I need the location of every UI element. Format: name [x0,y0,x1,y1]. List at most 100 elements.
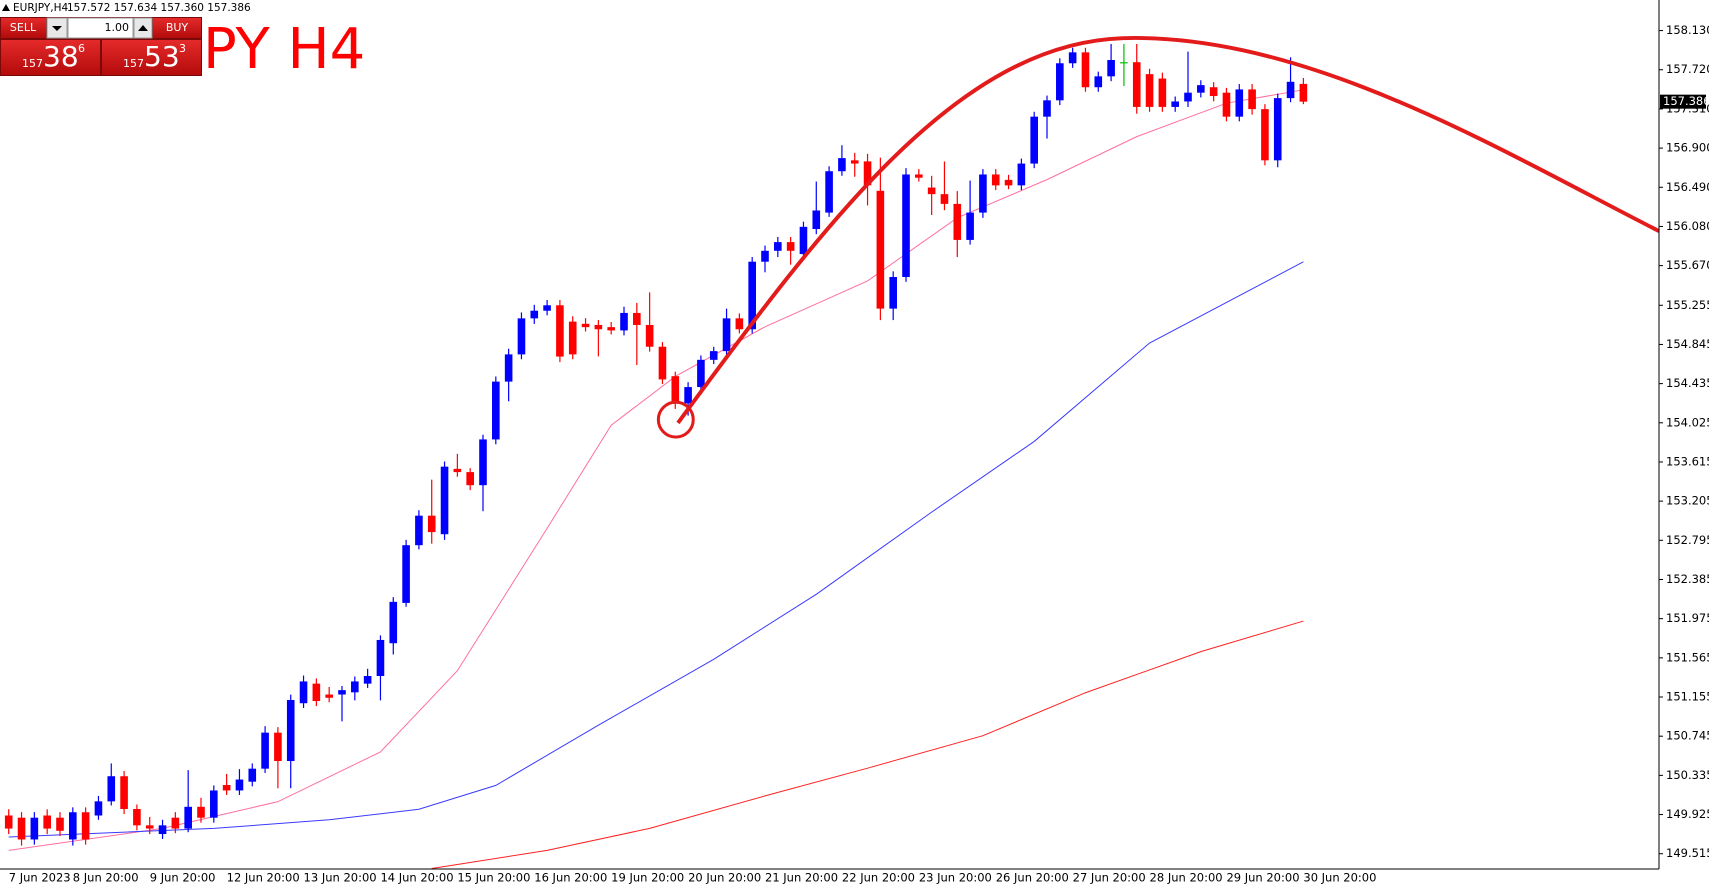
candle-body [966,212,974,240]
sell-label[interactable]: SELL [10,21,37,34]
candle-body [389,601,398,644]
candle-body [1043,100,1051,117]
candle-body [709,351,718,360]
candle-body [351,681,359,693]
buy-label[interactable]: BUY [166,21,189,34]
x-tick-label: 14 Jun 20:00 [380,871,453,885]
candle-body [581,323,590,328]
candle-body [838,158,846,172]
candle-body [863,161,872,186]
candle-body [633,312,641,325]
x-tick-label: 15 Jun 20:00 [457,871,530,885]
candle-body [735,318,744,330]
candle-body [1107,60,1115,77]
candle-body [184,806,192,829]
candle-body [1299,83,1308,102]
lot-value: 1.00 [105,21,130,34]
candle-body [1248,89,1256,110]
candle-body [4,815,13,829]
candle-body [427,515,436,533]
x-tick-label: 16 Jun 20:00 [534,871,607,885]
x-tick-label: 19 Jun 20:00 [611,871,684,885]
sell-button[interactable] [1,18,46,38]
y-tick-label: 156.080 [1666,219,1709,233]
moving-average [431,620,1304,870]
y-tick-label: 156.900 [1666,141,1709,155]
candle-body [761,250,769,262]
candle-body [697,359,705,388]
candle-body [543,305,551,311]
y-tick-label: 152.795 [1666,533,1709,547]
bid-box[interactable] [1,40,100,75]
header-icon [2,4,10,11]
candle-body [504,354,513,382]
ask-prefix: 157 [123,57,144,70]
candle-body [402,545,410,603]
lot-field[interactable] [67,17,134,39]
x-tick-label: 26 Jun 20:00 [996,871,1069,885]
candle-body [556,305,564,357]
trade-panel: SELL 1.00 BUY 157 38 6 157 53 3 [0,17,202,76]
candle-body [1184,92,1192,102]
x-tick-label: 8 Jun 20:00 [73,871,139,885]
y-tick-label: 154.435 [1666,376,1709,390]
x-tick-label: 23 Jun 20:00 [919,871,992,885]
candle-body [197,806,205,818]
candle-body [94,801,103,816]
candle-body [453,468,462,473]
y-tick-label: 153.615 [1666,454,1709,468]
candle-body [1004,179,1013,186]
candle-body [850,160,859,164]
candle-body [56,817,64,831]
candle-body [786,242,795,251]
candle-body [927,187,936,195]
candle-body [145,825,154,829]
candle-body [415,515,423,546]
candle-body [517,318,526,355]
y-tick-label: 154.845 [1666,337,1709,351]
candle-body [825,171,833,213]
x-tick-label: 9 Jun 20:00 [150,871,216,885]
candle-body [658,346,667,380]
candle-body [594,324,603,330]
annotation [656,36,1660,439]
candle-body [1068,52,1077,64]
x-tick-label: 12 Jun 20:00 [227,871,300,885]
candle-body [1235,89,1244,117]
y-tick-label: 156.490 [1666,180,1709,194]
plot-area [4,43,1308,870]
candle-body [222,785,231,791]
y-tick-label: 154.025 [1666,415,1709,429]
candle-body [940,194,949,204]
candle-body [43,815,51,829]
y-tick-label: 151.565 [1666,650,1709,664]
buy-button[interactable] [153,18,201,38]
y-tick-label: 155.670 [1666,258,1709,272]
candle-body [1120,62,1128,64]
candle-body [812,210,821,230]
candle-body [1017,163,1026,186]
trend-arc [676,36,1660,425]
bid-point: 6 [78,42,85,55]
candle-body [607,327,615,331]
y-tick-label: 151.975 [1666,611,1709,625]
bid-prefix: 157 [22,57,43,70]
candle-body [286,699,295,762]
candle-body [979,174,987,213]
candle-body [671,376,680,404]
candle-body [799,226,808,255]
candle-body [274,732,282,762]
candle-body [530,310,539,319]
candle-body [81,812,90,840]
y-tick-label: 152.385 [1666,572,1709,586]
y-tick-label: 150.745 [1666,729,1709,743]
candle-body [1209,87,1218,97]
x-tick-label: 28 Jun 20:00 [1150,871,1223,885]
candle-body [363,675,372,684]
ask-box[interactable] [102,40,201,75]
chart-title: PY H4 [203,17,365,82]
y-tick-label: 153.205 [1666,494,1709,508]
